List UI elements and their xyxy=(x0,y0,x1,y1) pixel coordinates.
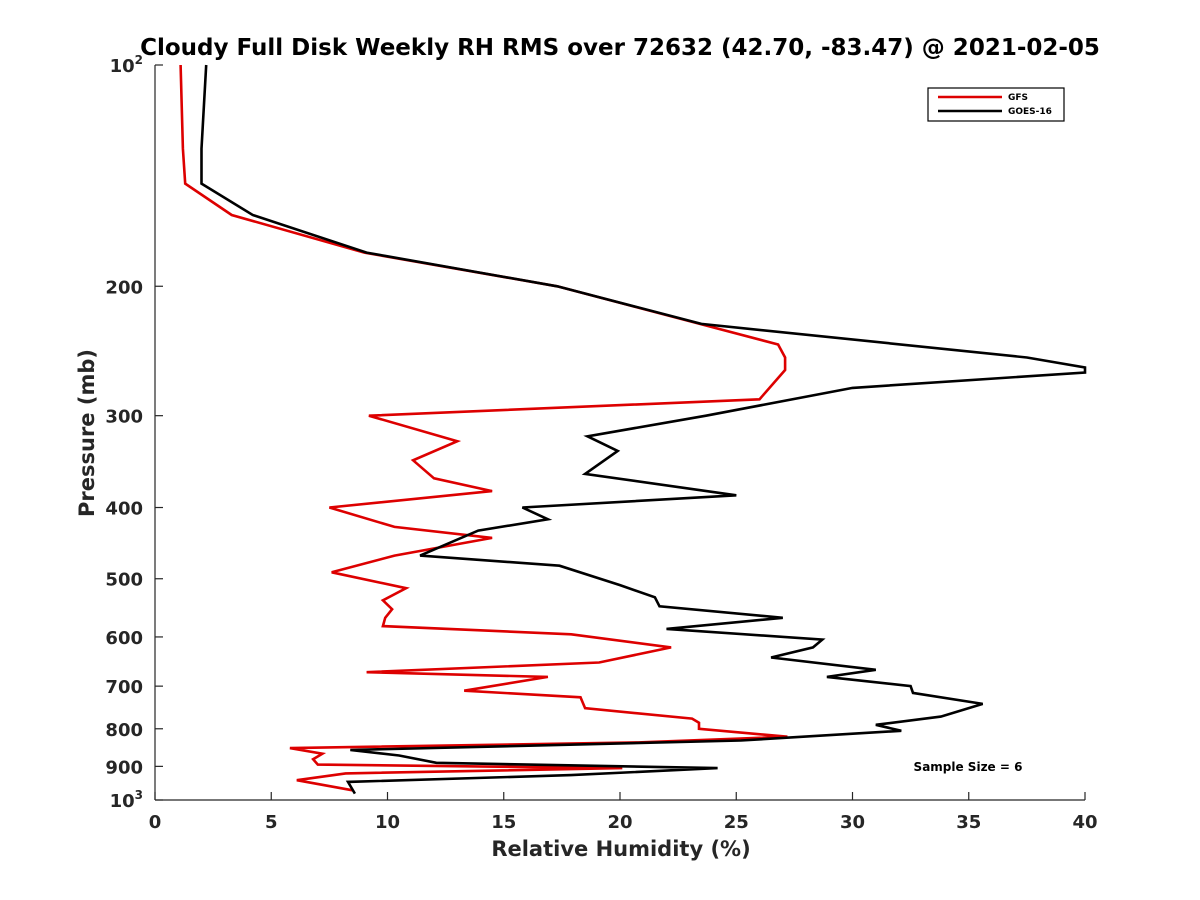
y-axis-label: Pressure (mb) xyxy=(75,349,99,517)
x-tick-label: 20 xyxy=(607,812,632,833)
y-tick-label: 800 xyxy=(105,720,143,741)
x-tick-label: 30 xyxy=(840,812,865,833)
x-tick-label: 25 xyxy=(724,812,749,833)
plot-area xyxy=(154,64,1087,801)
x-tick-label: 0 xyxy=(149,812,162,833)
chart-title: Cloudy Full Disk Weekly RH RMS over 7263… xyxy=(140,35,1100,61)
y-tick-label: 102 xyxy=(110,53,143,77)
series-line-goes-16 xyxy=(200,64,1087,795)
x-tick-label: 15 xyxy=(491,812,516,833)
legend-box xyxy=(927,87,1065,122)
y-tick-label: 103 xyxy=(110,788,143,812)
legend-label-gfs: GFS xyxy=(1008,93,1028,103)
x-tick-label: 5 xyxy=(265,812,278,833)
y-axis-ticks: 102 200 300 400 500 600 700 800 900 103 xyxy=(105,53,163,812)
y-tick-label: 900 xyxy=(105,757,143,778)
y-tick-label: 400 xyxy=(105,499,143,520)
sample-size-annotation: Sample Size = 6 xyxy=(914,760,1023,774)
legend: GFS GOES-16 xyxy=(927,87,1065,122)
y-tick-label: 700 xyxy=(105,677,143,698)
legend-label-goes-16: GOES-16 xyxy=(1008,107,1052,117)
y-tick-label: 300 xyxy=(105,407,143,428)
series-line-gfs xyxy=(179,64,788,792)
x-axis-ticks: 0 5 10 15 20 25 30 35 40 xyxy=(149,792,1098,833)
x-tick-label: 35 xyxy=(956,812,981,833)
y-tick-label: 500 xyxy=(105,570,143,591)
y-tick-label: 200 xyxy=(105,277,143,298)
y-tick-label: 600 xyxy=(105,628,143,649)
x-tick-label: 10 xyxy=(375,812,400,833)
x-tick-label: 40 xyxy=(1072,812,1097,833)
x-axis-label: Relative Humidity (%) xyxy=(491,837,750,861)
